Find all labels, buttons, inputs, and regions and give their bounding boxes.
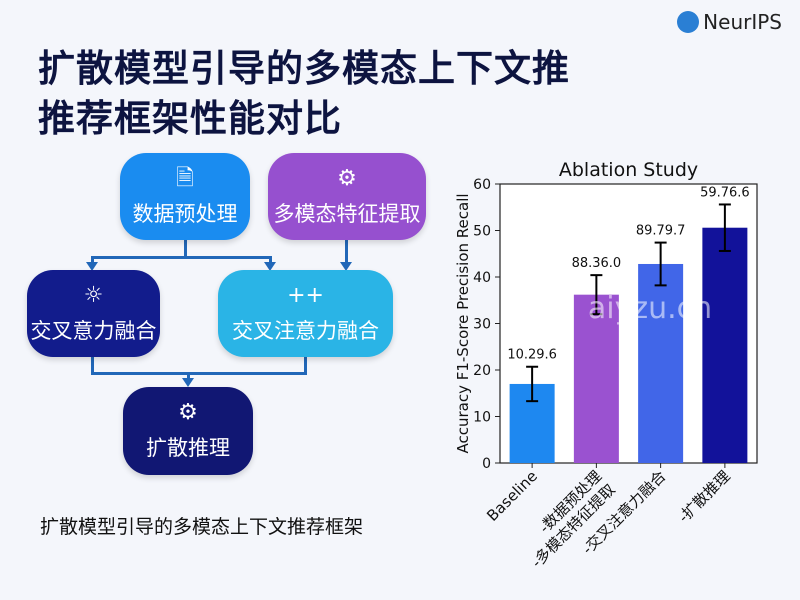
plus-plus-icon: ++ bbox=[287, 282, 324, 308]
y-axis-label: Accuracy F1-Score Precision Recall bbox=[454, 193, 472, 453]
y-tick-label: 30 bbox=[473, 317, 491, 333]
bar bbox=[573, 294, 619, 463]
diagram-caption: 扩散模型引导的多模态上下文推荐框架 bbox=[40, 516, 364, 538]
node-data-preprocessing: 🗎 数据预处理 bbox=[120, 153, 250, 240]
logo-icon bbox=[677, 11, 700, 33]
bar-value-label: 59.76.6 bbox=[700, 185, 750, 200]
node-label: 数据预处理 bbox=[132, 201, 238, 226]
logo-text: NeurIPS bbox=[703, 10, 782, 34]
page-title-line1: 扩散模型引导的多模态上下文推 bbox=[38, 47, 570, 90]
node-diffusion-inference: ⚙ 扩散推理 bbox=[123, 387, 253, 475]
node-label: 交叉注意力融合 bbox=[232, 318, 379, 343]
bar bbox=[702, 227, 748, 463]
y-tick-label: 0 bbox=[482, 456, 491, 472]
node-label: 多模态特征提取 bbox=[273, 201, 421, 226]
gear-icon: ⚙ bbox=[178, 400, 198, 425]
x-tick-label: Baseline bbox=[483, 467, 541, 525]
node-cross-fusion: ☼ 交叉意力融合 bbox=[27, 270, 160, 357]
chart-title: Ablation Study bbox=[559, 159, 698, 181]
y-tick-label: 60 bbox=[473, 177, 491, 193]
logo: NeurIPS bbox=[677, 10, 782, 34]
node-label: 交叉意力融合 bbox=[30, 318, 157, 343]
x-tick-label: -扩散推理 bbox=[675, 467, 734, 526]
document-icon: 🗎 bbox=[176, 165, 194, 191]
node-cross-attention-fusion: ++ 交叉注意力融合 bbox=[218, 270, 393, 357]
page-title-line2: 推荐框架性能对比 bbox=[38, 97, 342, 140]
y-tick-label: 20 bbox=[473, 363, 491, 379]
bar bbox=[638, 263, 684, 463]
y-tick-label: 50 bbox=[473, 224, 491, 240]
sun-icon: ☼ bbox=[83, 282, 104, 308]
y-tick-label: 40 bbox=[473, 270, 491, 286]
watermark: aiyzu.cn bbox=[588, 291, 712, 326]
bar-value-label: 10.29.6 bbox=[507, 348, 557, 363]
bar-value-label: 89.79.7 bbox=[636, 224, 686, 239]
y-tick-label: 10 bbox=[473, 410, 491, 426]
gear-icon: ⚙ bbox=[337, 165, 357, 191]
bar-value-label: 88.36.0 bbox=[572, 256, 622, 271]
node-label: 扩散推理 bbox=[146, 436, 230, 460]
node-multimodal-feature: ⚙ 多模态特征提取 bbox=[268, 153, 426, 240]
